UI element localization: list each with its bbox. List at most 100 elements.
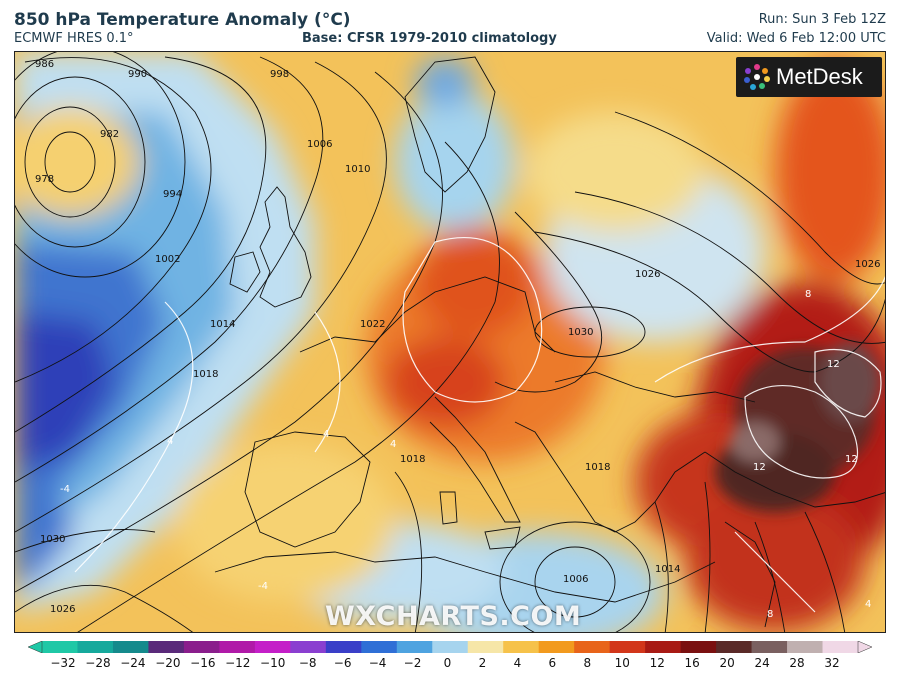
climatology-base-label: Base: CFSR 1979-2010 climatology <box>302 31 557 46</box>
anomaly-contours <box>74 237 885 613</box>
colorbar-segment <box>112 641 149 653</box>
isobar-label: 1030 <box>568 327 593 338</box>
map-svg: 986 990 998 982 978 994 1006 1010 1002 1… <box>15 52 885 632</box>
wxcharts-watermark: WXCHARTS.COM <box>325 601 582 632</box>
isobar-label: 994 <box>163 189 182 200</box>
colorbar-segment <box>609 641 646 653</box>
colorbar-tick-label: −20 <box>155 656 181 670</box>
colorbar-segment <box>645 641 682 653</box>
colorbar-tick-label: −2 <box>403 656 422 670</box>
isobar-label: 1026 <box>635 269 660 280</box>
colorbar-tick-label: 4 <box>513 656 522 670</box>
isobars <box>15 52 885 632</box>
anomaly-labels: 12 12 12 8 8 4 4 4 -4 -4 4 <box>60 289 871 620</box>
colorbar-segment <box>42 641 78 653</box>
anomaly-label: 12 <box>845 454 858 465</box>
isobar-labels: 986 990 998 982 978 994 1006 1010 1002 1… <box>35 59 880 615</box>
colorbar-tick-label: 12 <box>649 656 665 670</box>
colorbar-min-arrow <box>28 641 43 653</box>
anomaly-label: 8 <box>767 609 773 620</box>
colorbar-tick-label: −4 <box>368 656 387 670</box>
colorbar-segment <box>574 641 611 653</box>
model-label: ECMWF HRES 0.1° <box>14 31 134 46</box>
isobar-label: 978 <box>35 174 54 185</box>
colorbar-tick-label: −8 <box>298 656 317 670</box>
metdesk-logo-text: MetDesk <box>776 64 863 89</box>
colorbar-segment <box>148 641 185 653</box>
colorbar-tick-label: 10 <box>614 656 630 670</box>
colorbar-segment <box>183 641 220 653</box>
anomaly-label: 4 <box>323 429 329 440</box>
colorbar-tick-label: 24 <box>754 656 770 670</box>
colorbar-segment <box>254 641 291 653</box>
isobar-label: 986 <box>35 59 54 70</box>
colorbar-tick-label: 28 <box>789 656 805 670</box>
colorbar-tick-label: −24 <box>120 656 146 670</box>
colorbar-tick-label: −6 <box>333 656 352 670</box>
coastlines <box>214 56 885 628</box>
colorbar-segment <box>290 641 327 653</box>
colorbar-tick-label: 8 <box>583 656 592 670</box>
colorbar-segment <box>219 641 256 653</box>
colorbar-segment <box>361 641 398 653</box>
colorbar-tick-label: −32 <box>50 656 76 670</box>
colorbar-tick-label: 0 <box>443 656 452 670</box>
anomaly-label: 8 <box>805 289 811 300</box>
isobar-label: 1026 <box>855 259 880 270</box>
colorbar-tick-label: −28 <box>85 656 111 670</box>
valid-time-label: Valid: Wed 6 Feb 12:00 UTC <box>706 31 886 46</box>
colorbar-segment <box>538 641 575 653</box>
colorbar-segment <box>680 641 717 653</box>
isobar-label: 1010 <box>345 164 370 175</box>
isobar-label: 1006 <box>307 139 332 150</box>
isobar-label: 990 <box>128 69 147 80</box>
isobar-label: 1018 <box>193 369 218 380</box>
isobar-label: 982 <box>100 129 119 140</box>
anomaly-label: 4 <box>167 436 173 447</box>
colorbar-tick-label: 32 <box>824 656 840 670</box>
colorbar-segment <box>751 641 788 653</box>
colorbar-tick-label: 16 <box>684 656 700 670</box>
colorbar-segment <box>787 641 824 653</box>
colorbar-segment <box>325 641 362 653</box>
anomaly-label: 4 <box>390 439 396 450</box>
metdesk-logo: MetDesk <box>736 57 882 97</box>
colorbar-tick-label: 6 <box>548 656 557 670</box>
isobar-label: 998 <box>270 69 289 80</box>
colorbar-tick-label: −10 <box>260 656 286 670</box>
isobar-label: 1022 <box>360 319 385 330</box>
colorbar <box>28 641 872 653</box>
colorbar-segment <box>467 641 504 653</box>
isobar-label: 1014 <box>655 564 680 575</box>
colorbar-tick-label: −16 <box>190 656 216 670</box>
colorbar-tick-label: 2 <box>478 656 487 670</box>
isobar-label: 1018 <box>585 462 610 473</box>
colorbar-segment <box>396 641 433 653</box>
anomaly-map: 986 990 998 982 978 994 1006 1010 1002 1… <box>14 51 886 633</box>
anomaly-core <box>715 342 880 512</box>
isobar-label: 1018 <box>400 454 425 465</box>
anomaly-label: 12 <box>827 359 840 370</box>
run-time-label: Run: Sun 3 Feb 12Z <box>758 12 886 27</box>
colorbar-tick-label: 20 <box>719 656 735 670</box>
colorbar-max-arrow <box>857 641 872 653</box>
colorbar-segment <box>503 641 540 653</box>
colorbar-segment <box>716 641 753 653</box>
chart-title: 850 hPa Temperature Anomaly (°C) <box>14 10 351 30</box>
metdesk-logo-icon <box>744 64 770 90</box>
colorbar-segment <box>822 641 859 653</box>
isobar-label: 1002 <box>155 254 180 265</box>
colorbar-tick-label: −12 <box>225 656 251 670</box>
isobar-label: 1014 <box>210 319 235 330</box>
isobar-label: 1026 <box>50 604 75 615</box>
isobar-label: 1006 <box>563 574 588 585</box>
colorbar-segment <box>432 641 469 653</box>
anomaly-label: 4 <box>865 599 871 610</box>
colorbar-ticks: −32 −28 −24 −20 −16 −12 −10 −8 −6 −4 −2 0 2 4 6 8 10 12 16… <box>0 656 900 676</box>
isobar-label: 1030 <box>40 534 65 545</box>
anomaly-label: -4 <box>258 581 268 592</box>
colorbar-segments <box>42 641 859 653</box>
colorbar-segment <box>77 641 114 653</box>
anomaly-label: -4 <box>60 484 70 495</box>
anomaly-label: 12 <box>753 462 766 473</box>
